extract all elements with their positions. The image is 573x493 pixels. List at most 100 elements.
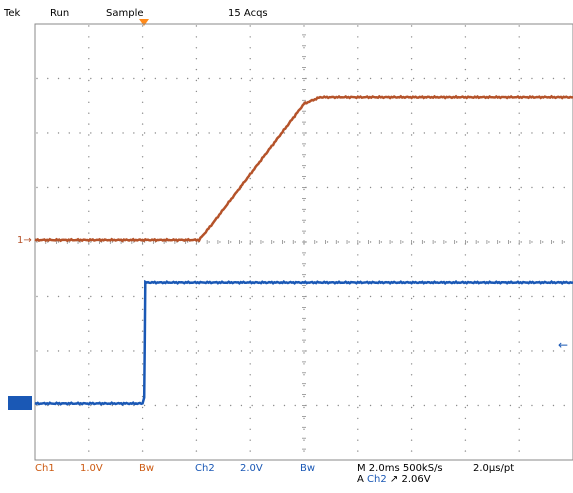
grid-dot	[518, 79, 520, 82]
grid-dot	[303, 352, 305, 354]
grid-dot	[88, 363, 90, 365]
grid-dot	[410, 406, 413, 409]
grid-dot	[445, 132, 447, 134]
grid-dot	[357, 439, 359, 441]
grid-dot	[195, 265, 198, 267]
ch1-ground-marker: 1→	[17, 235, 32, 246]
grid-dot	[357, 156, 359, 158]
grid-dot	[410, 428, 413, 430]
grid-dot	[348, 241, 350, 243]
grid-dot	[186, 77, 189, 80]
grid-dot	[249, 374, 251, 376]
grid-dot	[88, 90, 90, 93]
grid-dot	[509, 186, 512, 189]
grid-dot	[249, 101, 251, 104]
grid-dot	[303, 156, 305, 158]
grid-dot	[518, 47, 520, 49]
grid-dot	[464, 286, 467, 289]
grid-dot	[88, 199, 90, 202]
grid-dot	[498, 241, 501, 243]
grid-dot	[141, 79, 144, 82]
grid-dot	[195, 188, 198, 191]
grid-dot	[249, 297, 251, 300]
grid-dot	[520, 77, 522, 80]
grid-dot	[455, 241, 458, 243]
grid-dot	[303, 308, 305, 311]
grid-dot	[141, 374, 144, 376]
grid-dot	[195, 374, 198, 376]
grid-dot	[423, 241, 426, 243]
grid-dot	[47, 295, 49, 298]
grid-dot	[88, 134, 90, 136]
grid-dot	[303, 265, 305, 267]
grid-dot	[455, 295, 458, 298]
grid-dot	[111, 350, 114, 352]
grid-dot	[445, 241, 447, 243]
grid-dot	[176, 295, 178, 298]
grid-dot	[88, 47, 90, 49]
grid-dot	[509, 295, 512, 298]
grid-dot	[133, 295, 135, 298]
grid-dot	[249, 221, 251, 223]
grid-dot	[518, 25, 520, 27]
grid-dot	[195, 428, 198, 430]
grid-dot	[412, 77, 415, 80]
trigger-slope-icon: ↗	[389, 474, 399, 485]
grid-dot	[143, 132, 146, 134]
grid-dot	[36, 77, 38, 80]
grid-dot	[68, 132, 70, 134]
grid-dot	[186, 132, 189, 134]
grid-dot	[423, 295, 426, 298]
grid-dot	[357, 199, 359, 202]
grid-dot	[410, 308, 413, 311]
grid-dot	[262, 241, 264, 243]
grid-dot	[141, 341, 144, 343]
grid-dot	[195, 254, 198, 256]
grid-dot	[563, 350, 565, 352]
grid-dot	[141, 232, 144, 234]
grid-dot	[141, 134, 144, 136]
grid-dot	[262, 186, 264, 189]
grid-dot	[303, 25, 305, 27]
grid-dot	[542, 186, 544, 189]
grid-dot	[412, 404, 415, 407]
grid-dot	[36, 404, 38, 407]
grid-dot	[380, 77, 383, 80]
grid-dot	[88, 101, 90, 104]
grid-dot	[410, 188, 413, 191]
grid-dot	[303, 167, 305, 169]
grid-dot	[369, 404, 372, 407]
grid-dot	[249, 199, 251, 202]
grid-dot	[88, 439, 90, 441]
grid-dot	[348, 132, 350, 134]
grid-dot	[359, 295, 361, 298]
grid-dot	[477, 132, 479, 134]
grid-dot	[498, 186, 501, 189]
grid-dot	[518, 385, 520, 387]
grid-dot	[36, 295, 38, 298]
grid-dot	[466, 132, 469, 134]
grid-dot	[88, 276, 90, 278]
grid-dot	[518, 58, 520, 60]
grid-dot	[141, 352, 144, 354]
grid-dot	[165, 350, 167, 352]
grid-dot	[464, 385, 467, 387]
grid-dot	[197, 132, 200, 134]
grid-dot	[498, 77, 501, 80]
grid-dot	[141, 428, 144, 430]
grid-dot	[464, 145, 467, 147]
grid-dot	[111, 186, 114, 189]
grid-dot	[141, 330, 144, 332]
grid-dot	[141, 167, 144, 169]
grid-dot	[133, 77, 135, 80]
grid-dot	[143, 77, 146, 80]
grid-dot	[520, 350, 522, 352]
grid-dot	[520, 132, 522, 134]
grid-dot	[488, 132, 490, 134]
grid-dot	[464, 167, 467, 169]
grid-dot	[141, 308, 144, 311]
grid-dot	[464, 276, 467, 278]
grid-dot	[195, 123, 198, 125]
grid-dot	[249, 112, 251, 114]
